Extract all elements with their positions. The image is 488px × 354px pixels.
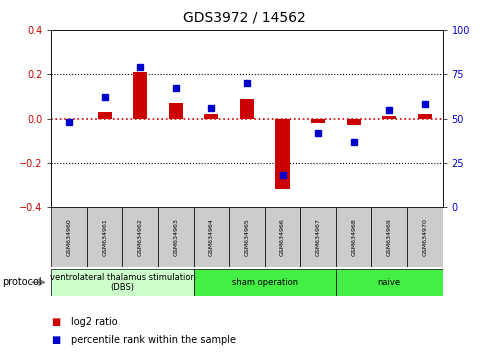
- Bar: [87, 207, 122, 267]
- Bar: [346, 119, 360, 125]
- Text: GSM634960: GSM634960: [66, 218, 71, 256]
- Bar: [335, 269, 442, 296]
- Bar: [229, 207, 264, 267]
- Text: naive: naive: [377, 278, 400, 287]
- Bar: [381, 116, 395, 119]
- Text: ■: ■: [51, 317, 61, 327]
- Text: ■: ■: [51, 335, 61, 345]
- Bar: [239, 99, 254, 119]
- Bar: [310, 119, 325, 123]
- Text: GSM634961: GSM634961: [102, 218, 107, 256]
- Text: GSM634968: GSM634968: [350, 218, 355, 256]
- Text: sham operation: sham operation: [231, 278, 297, 287]
- Bar: [335, 207, 371, 267]
- Text: protocol: protocol: [2, 277, 42, 287]
- Bar: [204, 114, 218, 119]
- Text: GDS3972 / 14562: GDS3972 / 14562: [183, 11, 305, 25]
- Text: GSM634964: GSM634964: [208, 218, 213, 256]
- Bar: [275, 119, 289, 189]
- Text: ventrolateral thalamus stimulation
(DBS): ventrolateral thalamus stimulation (DBS): [49, 273, 195, 292]
- Bar: [158, 207, 193, 267]
- Bar: [406, 207, 442, 267]
- Bar: [51, 207, 87, 267]
- Bar: [133, 72, 147, 119]
- Text: GSM634963: GSM634963: [173, 218, 178, 256]
- Bar: [371, 207, 406, 267]
- Bar: [51, 269, 193, 296]
- Bar: [168, 103, 183, 119]
- Bar: [417, 114, 431, 119]
- Text: GSM634967: GSM634967: [315, 218, 320, 256]
- Text: GSM634970: GSM634970: [422, 218, 427, 256]
- Text: percentile rank within the sample: percentile rank within the sample: [71, 335, 235, 345]
- Text: GSM634966: GSM634966: [280, 218, 285, 256]
- Bar: [264, 207, 300, 267]
- Bar: [193, 269, 335, 296]
- Text: log2 ratio: log2 ratio: [71, 317, 117, 327]
- Bar: [122, 207, 158, 267]
- Text: GSM634962: GSM634962: [138, 218, 142, 256]
- Text: GSM634969: GSM634969: [386, 218, 391, 256]
- Bar: [98, 112, 112, 119]
- Text: GSM634965: GSM634965: [244, 218, 249, 256]
- Bar: [193, 207, 229, 267]
- Bar: [300, 207, 335, 267]
